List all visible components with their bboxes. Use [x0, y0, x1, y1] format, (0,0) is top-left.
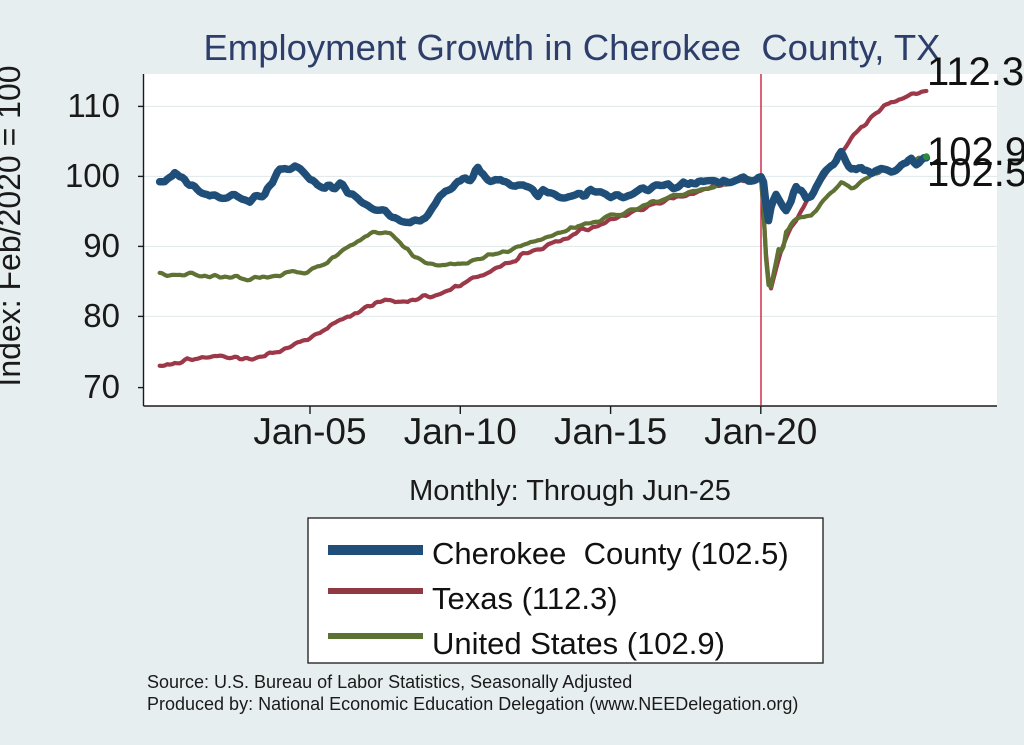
svg-text:Jan-15: Jan-15 — [554, 411, 667, 452]
svg-text:112.3: 112.3 — [927, 50, 1024, 94]
svg-text:80: 80 — [83, 297, 120, 334]
svg-text:Produced by: National Economic: Produced by: National Economic Education… — [147, 694, 798, 714]
svg-text:Jan-10: Jan-10 — [404, 411, 517, 452]
svg-text:110: 110 — [67, 87, 120, 124]
svg-text:Jan-20: Jan-20 — [704, 411, 817, 452]
svg-text:United States (102.9): United States (102.9) — [432, 626, 725, 661]
svg-text:Jan-05: Jan-05 — [253, 411, 366, 452]
svg-text:Monthly: Through Jun-25: Monthly: Through Jun-25 — [409, 475, 731, 507]
svg-text:70: 70 — [83, 368, 120, 405]
svg-text:102.5: 102.5 — [927, 151, 1024, 195]
svg-text:100: 100 — [65, 157, 120, 194]
svg-text:Texas (112.3): Texas (112.3) — [432, 581, 618, 616]
svg-text:Index: Feb/2020 = 100: Index: Feb/2020 = 100 — [0, 65, 27, 386]
svg-text:Source: U.S. Bureau of Labor S: Source: U.S. Bureau of Labor Statistics,… — [147, 672, 632, 692]
svg-text:Employment Growth in Cherokee: Employment Growth in Cherokee County, TX — [203, 27, 940, 68]
svg-text:90: 90 — [83, 227, 120, 264]
svg-text:Cherokee County (102.5): Cherokee County (102.5) — [432, 536, 789, 571]
